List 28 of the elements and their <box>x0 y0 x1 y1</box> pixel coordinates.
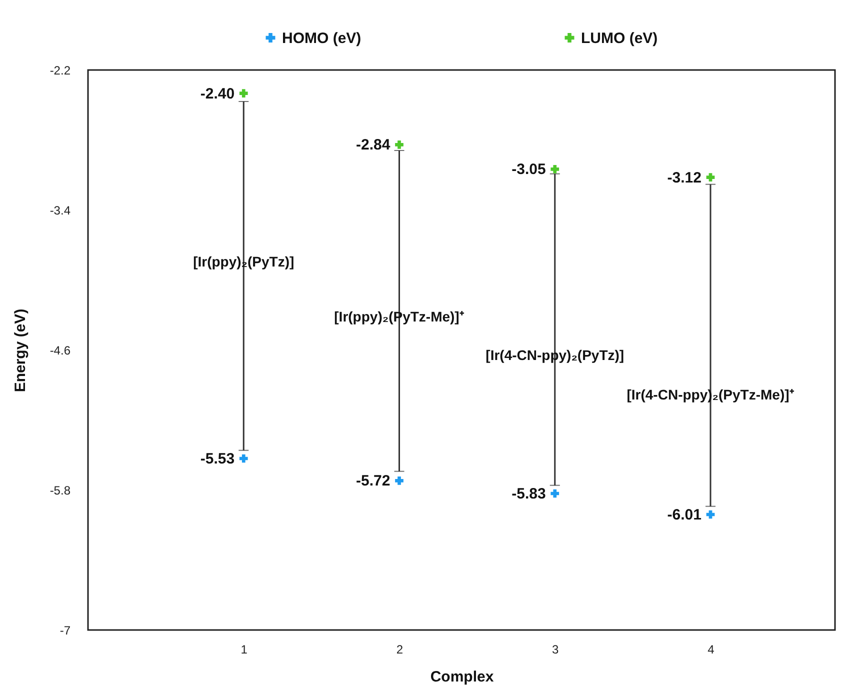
data-label: -5.83 <box>512 486 546 502</box>
legend-label: HOMO (eV) <box>282 30 362 47</box>
x-tick-label: 2 <box>396 642 404 656</box>
x-tick-label: 4 <box>708 642 715 656</box>
point <box>239 454 248 463</box>
y-tick-label: -3.4 <box>50 204 71 218</box>
point <box>395 476 404 485</box>
point <box>706 173 715 182</box>
point <box>395 140 404 149</box>
data-label: -5.72 <box>356 472 390 490</box>
data-label: -2.40 <box>200 85 235 102</box>
x-axis-title: Complex <box>430 668 494 686</box>
point <box>239 89 248 98</box>
x-tick-label: 3 <box>552 642 560 656</box>
legend-label: LUMO (eV) <box>581 30 658 47</box>
y-tick-label: -7 <box>60 624 71 638</box>
point <box>550 164 560 174</box>
data-label: -3.05 <box>512 161 546 178</box>
data-label: -5.53 <box>200 450 235 468</box>
y-tick-label: -5.8 <box>50 484 71 498</box>
y-tick-label: -4.6 <box>50 344 71 358</box>
data-label: -6.01 <box>667 506 702 524</box>
y-tick-label: -2.2 <box>50 64 71 78</box>
y-axis-title: Energy (eV) <box>12 308 29 392</box>
data-label: -2.84 <box>356 136 391 154</box>
data-label: -3.12 <box>667 169 702 186</box>
x-tick-label: 1 <box>240 642 248 656</box>
point <box>550 489 560 498</box>
